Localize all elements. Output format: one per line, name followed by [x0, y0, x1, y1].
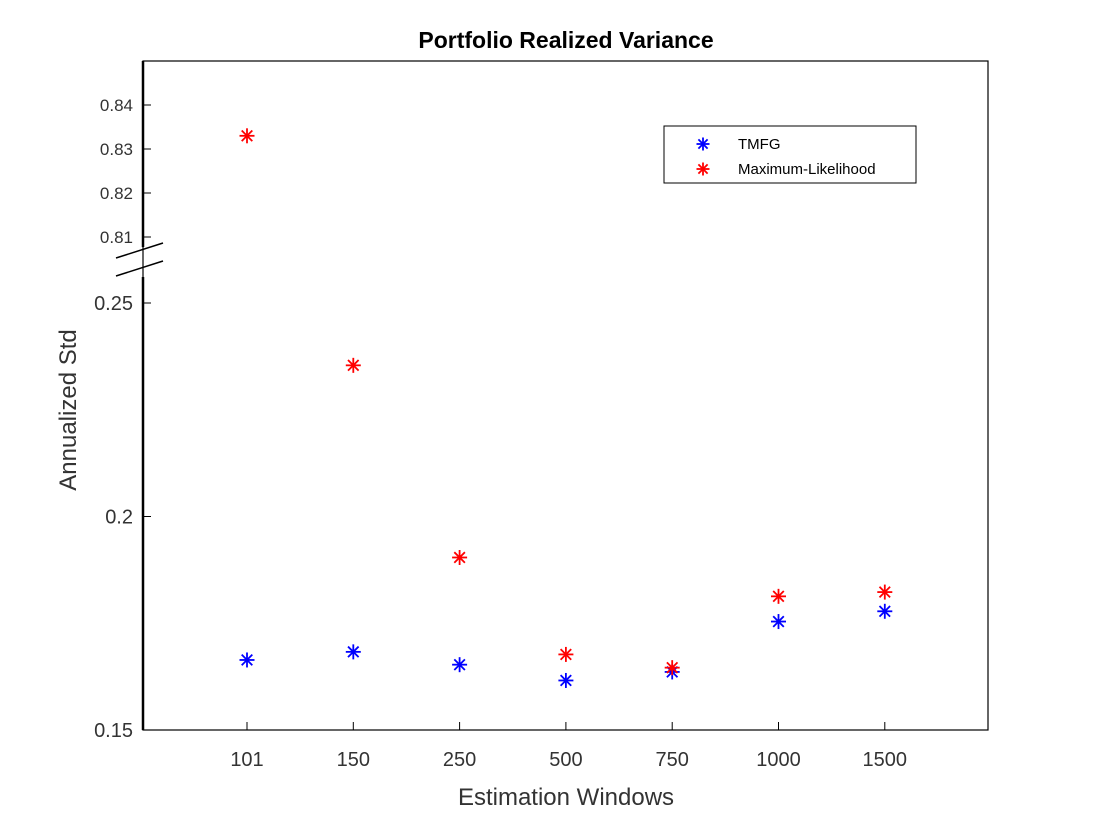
y-axis-label: Annualized Std [55, 329, 82, 490]
data-point-maximum-likelihood [345, 357, 361, 373]
axis-break-mark [115, 260, 164, 277]
data-point-tmfg [558, 672, 574, 688]
x-tick-label: 750 [656, 749, 689, 771]
x-tick-label: 101 [230, 749, 263, 771]
data-point-tmfg [877, 603, 893, 619]
data-point-tmfg [345, 644, 361, 660]
y-tick-label: 0.84 [100, 96, 133, 115]
data-point-maximum-likelihood [558, 646, 574, 662]
data-point-tmfg [452, 657, 468, 673]
data-point-maximum-likelihood [664, 660, 680, 676]
axes: 0.81 0.82 0.83 0.84 0.15 0.2 0.25 101 150 250 500 7… [94, 61, 907, 771]
axis-break-mark [115, 242, 164, 259]
data-point-maximum-likelihood [771, 588, 786, 604]
legend-label: Maximum-Likelihood [738, 161, 876, 178]
legend-box [663, 125, 917, 184]
chart-title: Portfolio Realized Variance [418, 27, 713, 53]
y-tick-label: 0.83 [100, 140, 133, 159]
y-tick-label: 0.25 [94, 293, 133, 315]
x-tick-label: 1000 [756, 749, 801, 771]
data-point-maximum-likelihood [877, 584, 893, 600]
y-tick-label: 0.82 [100, 184, 133, 203]
x-tick-label: 500 [549, 749, 582, 771]
y-tick-label: 0.81 [100, 228, 133, 247]
data-point-tmfg [771, 614, 786, 630]
x-axis-label: Estimation Windows [458, 784, 674, 811]
y-tick-label: 0.15 [94, 720, 133, 742]
legend: TMFG Maximum-Likelihood [663, 125, 917, 184]
data-point-tmfg [239, 652, 255, 668]
data-point-maximum-likelihood [452, 549, 468, 565]
legend-marker-maximum-likelihood [696, 162, 710, 176]
legend-label: TMFG [738, 136, 781, 153]
data-point-maximum-likelihood [239, 128, 255, 144]
data-marks [239, 128, 893, 688]
legend-marker-tmfg [696, 137, 710, 151]
y-tick-label: 0.2 [105, 507, 133, 529]
x-tick-label: 1500 [863, 749, 908, 771]
x-tick-label: 150 [337, 749, 370, 771]
x-tick-label: 250 [443, 749, 476, 771]
